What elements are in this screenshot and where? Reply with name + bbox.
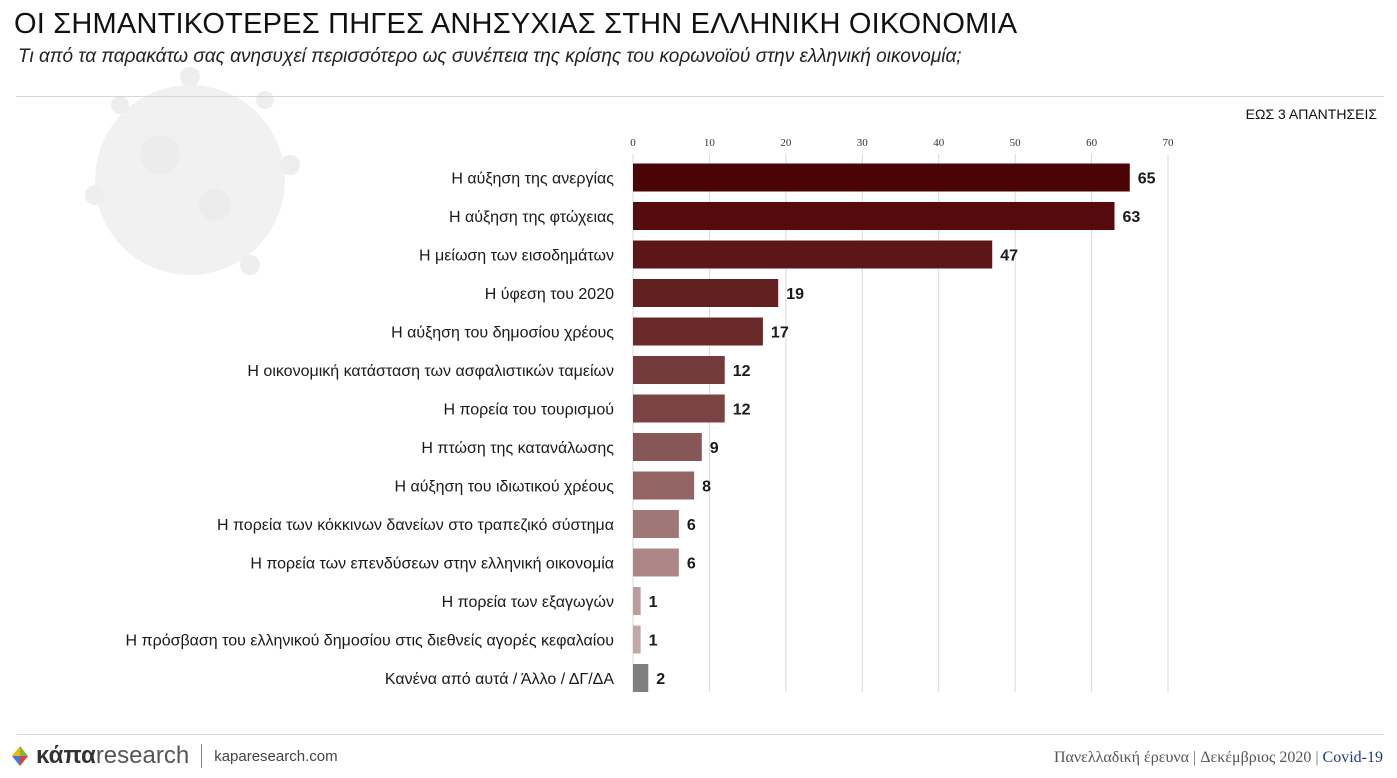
question-subtitle: Τι από τα παρακάτω σας ανησυχεί περισσότ… xyxy=(18,46,962,67)
virus-watermark-icon xyxy=(85,67,300,275)
company-logo: κάπαresearch kaparesearch.com xyxy=(10,742,338,770)
bar xyxy=(633,394,725,423)
value-label: 1 xyxy=(649,633,658,650)
x-tick-label: 70 xyxy=(1163,137,1175,149)
value-label: 9 xyxy=(710,440,719,457)
value-label: 6 xyxy=(687,556,696,573)
header-divider xyxy=(16,96,1384,97)
bar xyxy=(633,548,679,577)
bar xyxy=(633,625,641,654)
bar xyxy=(633,587,641,615)
value-label: 47 xyxy=(1000,248,1018,265)
category-label: Η αύξηση του ιδιωτικού χρέους xyxy=(394,479,614,496)
bar xyxy=(633,317,763,346)
bar xyxy=(633,471,695,500)
value-label: 6 xyxy=(687,517,696,534)
footer-date: Δεκέμβριος 2020 xyxy=(1200,749,1312,766)
x-tick-label: 30 xyxy=(857,137,869,149)
x-tick-label: 10 xyxy=(704,137,716,149)
value-label: 19 xyxy=(786,286,804,303)
x-tick-label: 20 xyxy=(780,137,792,149)
value-label: 8 xyxy=(702,479,711,496)
category-label: Η πορεία των εξαγωγών xyxy=(442,594,614,611)
logo-mark-icon xyxy=(12,746,28,766)
logo-text-bold: κάπα xyxy=(36,742,96,769)
value-label: 12 xyxy=(733,363,751,380)
category-label: Η αύξηση της φτώχειας xyxy=(449,209,614,226)
value-label: 12 xyxy=(733,402,751,419)
bar xyxy=(633,664,649,692)
x-tick-label: 0 xyxy=(630,137,636,149)
category-label: Η πορεία των κόκκινων δανείων στο τραπεζ… xyxy=(217,517,614,534)
category-label: Η πορεία των επενδύσεων στην ελληνική οι… xyxy=(250,556,614,573)
bar xyxy=(633,279,779,307)
x-tick-label: 60 xyxy=(1086,137,1098,149)
x-tick-label: 40 xyxy=(933,137,945,149)
bar xyxy=(633,240,993,269)
bar xyxy=(633,510,679,538)
value-label: 65 xyxy=(1138,171,1156,188)
footer-divider xyxy=(16,734,1384,735)
category-label: Η αύξηση της ανεργίας xyxy=(451,171,614,188)
footer-url: kaparesearch.com xyxy=(214,747,338,765)
category-label: Η πτώση της κατανάλωσης xyxy=(421,440,614,457)
bar xyxy=(633,356,725,384)
x-tick-label: 50 xyxy=(1010,137,1022,149)
category-label: Κανένα από αυτά / Άλλο / ΔΓ/ΔΑ xyxy=(385,671,614,688)
bar xyxy=(633,163,1130,192)
category-label: Η οικονομική κατάσταση των ασφαλιστικών … xyxy=(247,363,614,380)
page-title: ΟΙ ΣΗΜΑΝΤΙΚΟΤΕΡΕΣ ΠΗΓΕΣ ΑΝΗΣΥΧΙΑΣ ΣΤΗΝ Ε… xyxy=(14,8,1018,40)
footer-separator xyxy=(201,744,203,768)
category-label: Η πορεία του τουρισμού xyxy=(443,402,614,419)
bar xyxy=(633,202,1115,230)
logo-text-light: research xyxy=(95,742,190,769)
category-label: Η μείωση των εισοδημάτων xyxy=(419,248,614,265)
footer-survey: Πανελλαδική έρευνα xyxy=(1053,749,1189,766)
bar-chart: 0 10 20 30 40 50 60 70 Η αύξηση της ανεργίας 65 Η … xyxy=(126,137,1175,692)
value-label: 63 xyxy=(1123,209,1141,226)
category-label: Η αύξηση του δημοσίου χρέους xyxy=(391,325,614,342)
answers-note: ΕΩΣ 3 ΑΠΑΝΤΗΣΕΙΣ xyxy=(1245,106,1377,122)
category-label: Η ύφεση του 2020 xyxy=(485,286,614,303)
value-label: 17 xyxy=(771,325,789,342)
footer-info: Πανελλαδική έρευνα | Δεκέμβριος 2020 | Covid… xyxy=(1053,749,1383,766)
value-label: 2 xyxy=(656,671,665,688)
category-label: Η πρόσβαση του ελληνικού δημοσίου στις δ… xyxy=(126,633,614,650)
footer-tag: Covid-19 xyxy=(1322,749,1383,766)
value-label: 1 xyxy=(649,594,658,611)
bar xyxy=(633,433,702,461)
